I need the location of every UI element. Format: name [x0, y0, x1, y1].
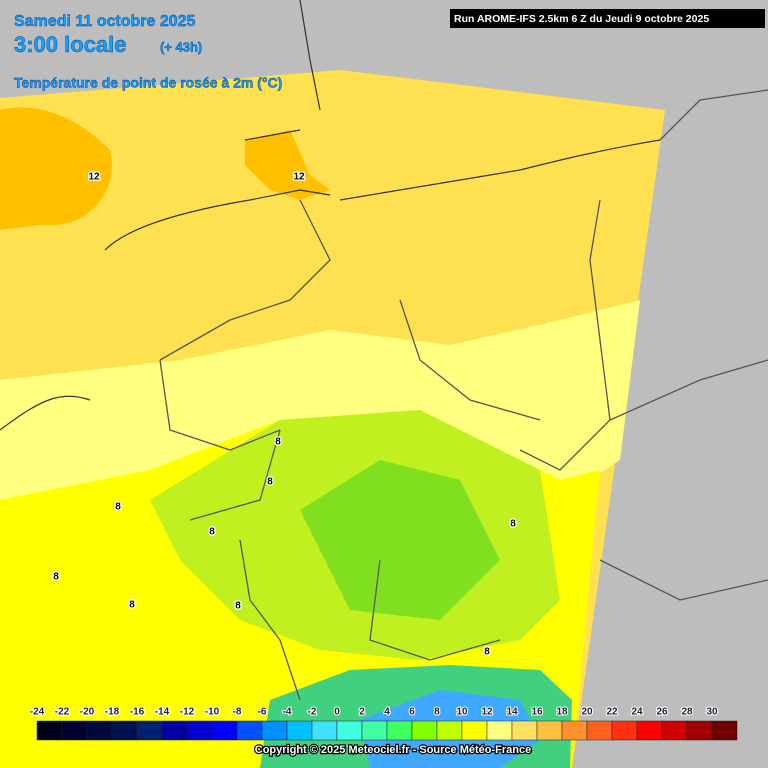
colorbar-swatch	[511, 720, 538, 741]
colorbar-swatch	[461, 720, 488, 741]
copyright: Copyright © 2025 Meteociel.fr - Source M…	[255, 744, 531, 756]
colorbar-swatch	[36, 720, 63, 741]
colorbar-swatch	[486, 720, 513, 741]
colorbar-label: -6	[258, 707, 267, 718]
green-core	[300, 460, 500, 620]
colorbar-swatch	[386, 720, 413, 741]
colorbar-label: 18	[556, 707, 568, 718]
colorbar-label: -24	[30, 707, 45, 718]
colorbar-swatch	[361, 720, 388, 741]
contour-label: 12	[293, 172, 305, 183]
parameter-text: Température de point de rosée à 2m (°C)	[14, 75, 282, 91]
contour-label: 8	[510, 519, 516, 530]
contour-label: 8	[209, 527, 215, 538]
warm-sea	[0, 107, 112, 230]
colorbar-label: 12	[481, 707, 493, 718]
colorbar-swatch	[436, 720, 463, 741]
colorbar-swatch	[536, 720, 563, 741]
run-text: Run AROME-IFS 2.5km 6 Z du Jeudi 9 octob…	[454, 13, 709, 25]
colorbar-label: 4	[384, 707, 390, 718]
colorbar-swatch	[61, 720, 88, 741]
colorbar-label: 26	[656, 707, 668, 718]
warm-bay	[245, 130, 330, 200]
colorbar-label: -22	[55, 707, 70, 718]
colorbar-swatch	[111, 720, 138, 741]
colorbar-label: -2	[308, 707, 317, 718]
colorbar-label: -12	[180, 707, 195, 718]
colorbar-swatch	[336, 720, 363, 741]
lead-text: (+ 43h)	[160, 39, 202, 54]
colorbar-label: 10	[456, 707, 468, 718]
colorbar-swatch	[186, 720, 213, 741]
date-text: Samedi 11 octobre 2025	[14, 13, 196, 30]
colorbar: -24 -22 -20 -18 -16 -14 -12 -10 -8 -6 -4 -2 0 2 4 6 8 10 1…	[29, 706, 738, 741]
colorbar-label: -10	[205, 707, 220, 718]
colorbar-label: 0	[334, 707, 340, 718]
colorbar-label: -16	[130, 707, 145, 718]
colorbar-swatch	[661, 720, 688, 741]
colorbar-label: -18	[105, 707, 120, 718]
time-text: 3:00 locale	[14, 32, 127, 57]
colorbar-label: 6	[409, 707, 415, 718]
coastline	[0, 0, 661, 431]
colorbar-swatch	[311, 720, 338, 741]
colorbar-swatch	[286, 720, 313, 741]
colorbar-swatch	[711, 720, 738, 741]
run-box	[450, 9, 765, 28]
colorbar-swatch	[236, 720, 263, 741]
colorbar-label: -14	[155, 707, 170, 718]
colorbar-swatch	[686, 720, 713, 741]
contour-label: 8	[129, 600, 135, 611]
colorbar-label: 28	[681, 707, 693, 718]
colorbar-swatch	[411, 720, 438, 741]
colorbar-label: -4	[283, 707, 292, 718]
colorbar-swatch	[611, 720, 638, 741]
contour-label: 8	[235, 601, 241, 612]
colorbar-label: 22	[606, 707, 618, 718]
colorbar-label: 2	[359, 707, 365, 718]
contour-label: 8	[267, 477, 273, 488]
contour-label: 12	[88, 172, 100, 183]
contour-label: 8	[115, 502, 121, 513]
colorbar-label: 30	[706, 707, 718, 718]
colorbar-label: -20	[80, 707, 95, 718]
colorbar-swatch	[561, 720, 588, 741]
colorbar-label: 8	[434, 707, 440, 718]
colorbar-label: 24	[631, 707, 643, 718]
colorbar-swatch	[261, 720, 288, 741]
colorbar-swatch	[586, 720, 613, 741]
contour-label: 8	[53, 572, 59, 583]
borders	[159, 89, 768, 701]
colorbar-swatch	[136, 720, 163, 741]
colorbar-swatch	[86, 720, 113, 741]
colorbar-label: 16	[531, 707, 543, 718]
colorbar-label: 14	[506, 707, 518, 718]
contour-label: 8	[484, 647, 490, 658]
colorbar-label: -8	[233, 707, 242, 718]
colorbar-swatch	[211, 720, 238, 741]
colorbar-swatch	[636, 720, 663, 741]
colorbar-label: 20	[581, 707, 593, 718]
colorbar-swatch	[161, 720, 188, 741]
contour-label: 8	[275, 437, 281, 448]
